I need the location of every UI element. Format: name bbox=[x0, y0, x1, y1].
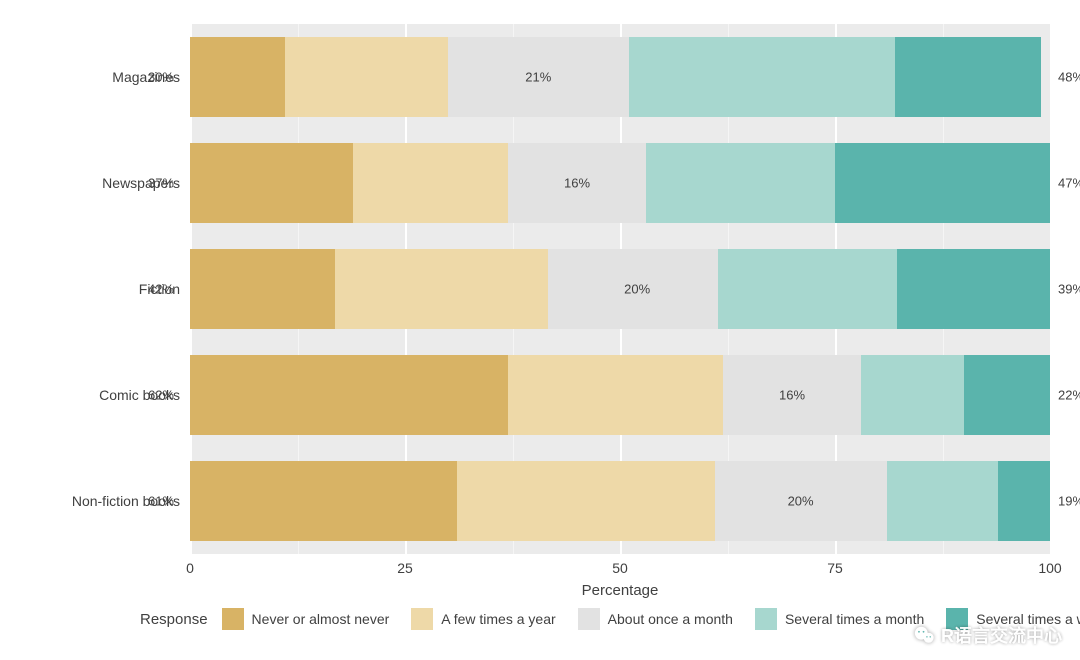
legend-swatch bbox=[222, 608, 244, 630]
bar-segment bbox=[718, 249, 897, 329]
gridline bbox=[1050, 24, 1052, 554]
x-tick-label: 100 bbox=[1038, 560, 1061, 576]
bar-segment bbox=[190, 461, 457, 541]
bar-segment bbox=[897, 249, 1050, 329]
x-axis-title: Percentage bbox=[582, 582, 659, 599]
x-tick-label: 75 bbox=[827, 560, 843, 576]
bar-segment bbox=[646, 143, 835, 223]
bar-segment bbox=[190, 143, 353, 223]
bar-mid-pct: 20% bbox=[624, 282, 650, 297]
legend-label: Several times a week bbox=[976, 611, 1080, 627]
legend: Response Never or almost never A few time… bbox=[140, 608, 1080, 630]
bar-mid-pct: 16% bbox=[779, 388, 805, 403]
legend-item: A few times a year bbox=[411, 608, 555, 630]
bar-segment bbox=[190, 355, 508, 435]
bar-segment bbox=[887, 461, 999, 541]
legend-swatch bbox=[946, 608, 968, 630]
legend-item: Never or almost never bbox=[222, 608, 390, 630]
bar-segment bbox=[964, 355, 1050, 435]
legend-label: Several times a month bbox=[785, 611, 924, 627]
bar-segment bbox=[861, 355, 964, 435]
bar-left-pct: 61% bbox=[148, 494, 174, 509]
legend-label: About once a month bbox=[608, 611, 733, 627]
bar-row bbox=[190, 249, 1050, 329]
bar-mid-pct: 21% bbox=[525, 70, 551, 85]
legend-swatch bbox=[755, 608, 777, 630]
bar-right-pct: 39% bbox=[1058, 282, 1080, 297]
bar-left-pct: 37% bbox=[148, 176, 174, 191]
bar-segment bbox=[190, 37, 285, 117]
bar-row bbox=[190, 143, 1050, 223]
bar-left-pct: 42% bbox=[148, 282, 174, 297]
legend-label: Never or almost never bbox=[252, 611, 390, 627]
legend-swatch bbox=[578, 608, 600, 630]
bar-segment bbox=[457, 461, 715, 541]
bar-left-pct: 30% bbox=[148, 70, 174, 85]
x-tick-label: 50 bbox=[612, 560, 628, 576]
bar-right-pct: 48% bbox=[1058, 70, 1080, 85]
bar-row bbox=[190, 37, 1050, 117]
bar-segment bbox=[895, 37, 1041, 117]
bar-right-pct: 19% bbox=[1058, 494, 1080, 509]
legend-label: A few times a year bbox=[441, 611, 555, 627]
legend-item: Several times a week bbox=[946, 608, 1080, 630]
bar-segment bbox=[285, 37, 448, 117]
bar-segment bbox=[835, 143, 1050, 223]
bar-segment bbox=[190, 249, 335, 329]
bar-mid-pct: 20% bbox=[788, 494, 814, 509]
plot-panel bbox=[190, 24, 1050, 554]
bar-left-pct: 62% bbox=[148, 388, 174, 403]
bar-segment bbox=[998, 461, 1050, 541]
chart-frame: MagazinesNewspapersFictionComic booksNon… bbox=[0, 0, 1080, 660]
bar-mid-pct: 16% bbox=[564, 176, 590, 191]
bar-right-pct: 47% bbox=[1058, 176, 1080, 191]
legend-item: About once a month bbox=[578, 608, 733, 630]
bar-segment bbox=[335, 249, 548, 329]
bar-segment bbox=[508, 355, 723, 435]
legend-title: Response bbox=[140, 611, 208, 628]
bar-right-pct: 22% bbox=[1058, 388, 1080, 403]
legend-item: Several times a month bbox=[755, 608, 924, 630]
x-tick-label: 0 bbox=[186, 560, 194, 576]
bar-segment bbox=[353, 143, 508, 223]
legend-swatch bbox=[411, 608, 433, 630]
bar-row bbox=[190, 355, 1050, 435]
x-tick-label: 25 bbox=[397, 560, 413, 576]
bar-row bbox=[190, 461, 1050, 541]
bar-segment bbox=[629, 37, 896, 117]
